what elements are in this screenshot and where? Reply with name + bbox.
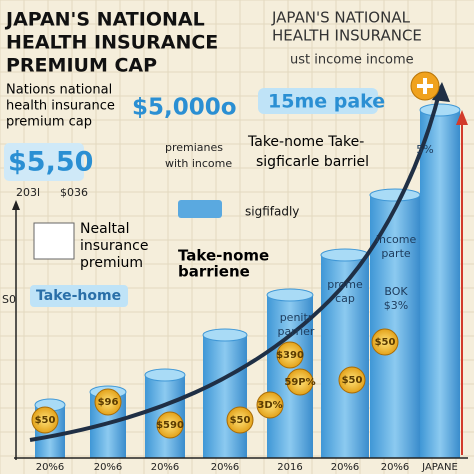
amount-left: $5,50 [8, 147, 93, 178]
coin [286, 368, 314, 396]
coin [371, 328, 399, 356]
x-label: 20%6 [381, 462, 410, 473]
callout: insurance [80, 238, 148, 254]
x-label: 20%6 [331, 462, 360, 473]
bar-top [419, 103, 461, 117]
coin-label: $390 [276, 350, 304, 361]
trend-curve [29, 89, 442, 442]
red-arrowhead [456, 110, 468, 125]
coin-label: $50 [230, 415, 251, 426]
x-label: 20%6 [94, 462, 123, 473]
bar-top [144, 368, 186, 382]
coin-label: $50 [375, 337, 396, 348]
bar-text: $3% [384, 299, 408, 312]
coin [94, 388, 122, 416]
x-label: JAPANE [421, 462, 458, 473]
callout: Nealtal [80, 221, 130, 237]
callout: barriene [178, 263, 250, 281]
y-axis-arrow [12, 200, 20, 210]
callout: Take-home [36, 288, 121, 304]
truck-icon [178, 200, 222, 218]
header-right-line: ust income income [290, 53, 414, 68]
coin-label: $50 [35, 415, 56, 426]
x-label: 2016 [277, 462, 302, 473]
bar [321, 255, 369, 458]
bar-top [369, 188, 421, 202]
x-label: 20%6 [211, 462, 240, 473]
coin [276, 341, 304, 369]
coin [31, 406, 59, 434]
coin-label: $50 [342, 375, 363, 386]
intro-line: Nations national [6, 83, 112, 98]
coin-label: $96 [98, 397, 119, 408]
bar-text: BOK [384, 285, 408, 298]
bar-text: 5% [416, 143, 433, 156]
coin-label: $590 [156, 420, 184, 431]
callout: premium [80, 255, 143, 271]
x-label: 20%6 [151, 462, 180, 473]
title-line: JAPAN'S NATIONAL [4, 9, 205, 31]
bar-text: penitr [280, 311, 313, 324]
bar-text: Income [376, 233, 417, 246]
badge-box [258, 88, 378, 114]
coin-label: 3D% [257, 400, 282, 411]
bar-top [202, 328, 248, 342]
coin [156, 411, 184, 439]
document-icon [33, 222, 75, 260]
amount-sub: 203l [16, 186, 40, 199]
intro-line: health insurance [6, 99, 115, 114]
coin [256, 391, 284, 419]
bar [203, 335, 247, 458]
x-label: 20%6 [36, 462, 65, 473]
bar-text: parrier [278, 325, 315, 338]
coin [338, 366, 366, 394]
callout: Take-nome [178, 247, 269, 265]
coin-label: 59P% [284, 377, 315, 388]
callout: with income [165, 157, 232, 170]
callout: sigficarle barriel [256, 154, 369, 170]
coins: $50 $96 $590 $50 $390 59P% 3D% $50 $50 [31, 328, 399, 439]
callout: premianes [165, 141, 223, 154]
bar-top [266, 288, 314, 302]
x-labels: 20%6 20%6 20%6 20%6 2016 20%6 20%6 JAPANE [36, 462, 458, 473]
callout: sigfifadly [245, 205, 299, 219]
badge: 15me pake [268, 91, 385, 113]
bar-text: cap [335, 292, 355, 305]
curve-arrowhead [432, 82, 450, 102]
plus-icon [417, 78, 433, 94]
bar [420, 110, 460, 458]
bar-text: parte [381, 247, 411, 260]
big-amount: $5,000o [132, 95, 237, 121]
bar-text: prome [327, 278, 363, 291]
title-line: HEALTH INSURANCE [6, 32, 218, 54]
header-right-line: JAPAN'S NATIONAL [271, 9, 411, 27]
header-right-line: HEALTH INSURANCE [272, 27, 422, 45]
amount-box [4, 143, 84, 181]
title-line: PREMIUM CAP [6, 55, 157, 77]
tag-box [30, 285, 128, 307]
axis-mark: S0 [2, 293, 16, 306]
amount-sub: $036 [60, 186, 88, 199]
callout: Take-nome Take- [247, 134, 364, 150]
intro-line: premium cap [6, 115, 92, 130]
coin [226, 406, 254, 434]
